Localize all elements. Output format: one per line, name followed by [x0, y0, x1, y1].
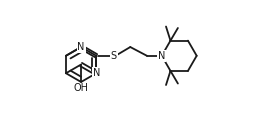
Text: S: S — [111, 51, 117, 61]
Text: N: N — [93, 68, 100, 78]
Text: N: N — [158, 51, 166, 61]
Text: N: N — [77, 42, 85, 52]
Text: N: N — [158, 51, 166, 61]
Text: OH: OH — [74, 83, 89, 93]
